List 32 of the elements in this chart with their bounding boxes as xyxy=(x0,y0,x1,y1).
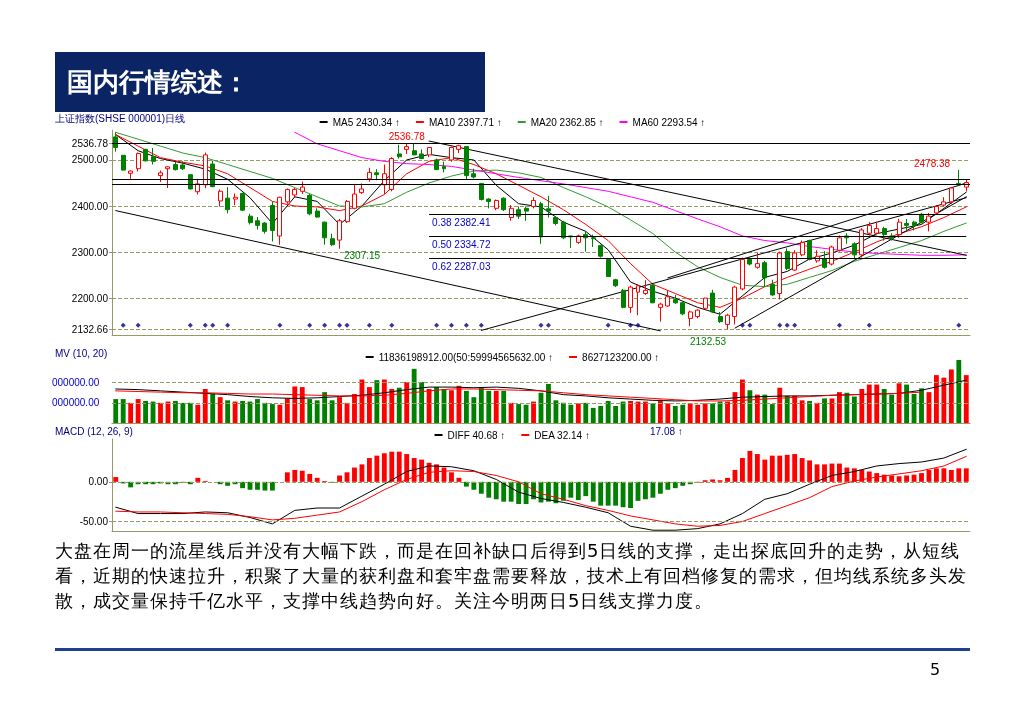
legend-label: 11836198912.00(50:59994565632.00 ↑ xyxy=(378,351,554,363)
legend-label: MA10 2397.71 ↑ xyxy=(428,116,502,128)
legend-label: MA60 2293.54 ↑ xyxy=(632,116,706,128)
legend-label: MA5 2430.34 ↑ xyxy=(332,116,400,128)
legend-label: 8627123200.00 ↑ xyxy=(582,351,660,363)
annotation: 2307.15 xyxy=(344,249,381,261)
y-tick-label: 0.00 xyxy=(88,476,109,488)
y-tick-label: 2536.78 xyxy=(71,137,109,149)
y-tick-label: -50.00 xyxy=(79,515,109,527)
text: MACD (12, 26, 9) xyxy=(55,425,133,437)
text: 上证指数(SHSE 000001)日线 xyxy=(55,112,186,124)
legend-label: DEA 32.14 ↑ xyxy=(534,429,590,441)
y-tick-label: 2300.00 xyxy=(71,246,109,258)
ref-line-label: 0.38 2382.41 xyxy=(432,216,491,228)
y-tick-label: 2200.00 xyxy=(71,292,109,304)
annotation: 2478.38 xyxy=(914,157,951,169)
ref-line-label: 0.62 2287.03 xyxy=(432,260,491,272)
text: 大盘在周一的流星线后并没有大幅下跌，而是在回补缺口后得到5日线的支撑，走出探底回升的走势，从短线看，近期的快速拉升，积聚了大量的获利盘和套牢盘需要释放，技术上有回档修复的需求，但均线系统多头发散，成交量保持千亿水平，支撑中线趋势向好。关注今明两日5日线支撑力度。 xyxy=(55,539,968,613)
legend-label: MA20 2362.85 ↑ xyxy=(530,116,604,128)
text: 000000.00 xyxy=(52,376,100,388)
ref-line-label: 0.50 2334.72 xyxy=(432,238,491,250)
text: 5 xyxy=(930,660,941,679)
y-tick-label: 2500.00 xyxy=(71,154,109,166)
y-tick-label: 2132.66 xyxy=(71,323,109,335)
annotation: 2536.78 xyxy=(388,130,426,142)
text: 国内行情综述： xyxy=(55,52,485,112)
text: 2132.53 xyxy=(690,335,727,347)
text: MV (10, 20) xyxy=(55,347,108,359)
text: 17.08 ↑ xyxy=(650,425,683,437)
legend-label: DIFF 40.68 ↑ xyxy=(447,429,506,441)
text: 000000.00 xyxy=(52,396,100,408)
y-tick-label: 2400.00 xyxy=(71,200,109,212)
